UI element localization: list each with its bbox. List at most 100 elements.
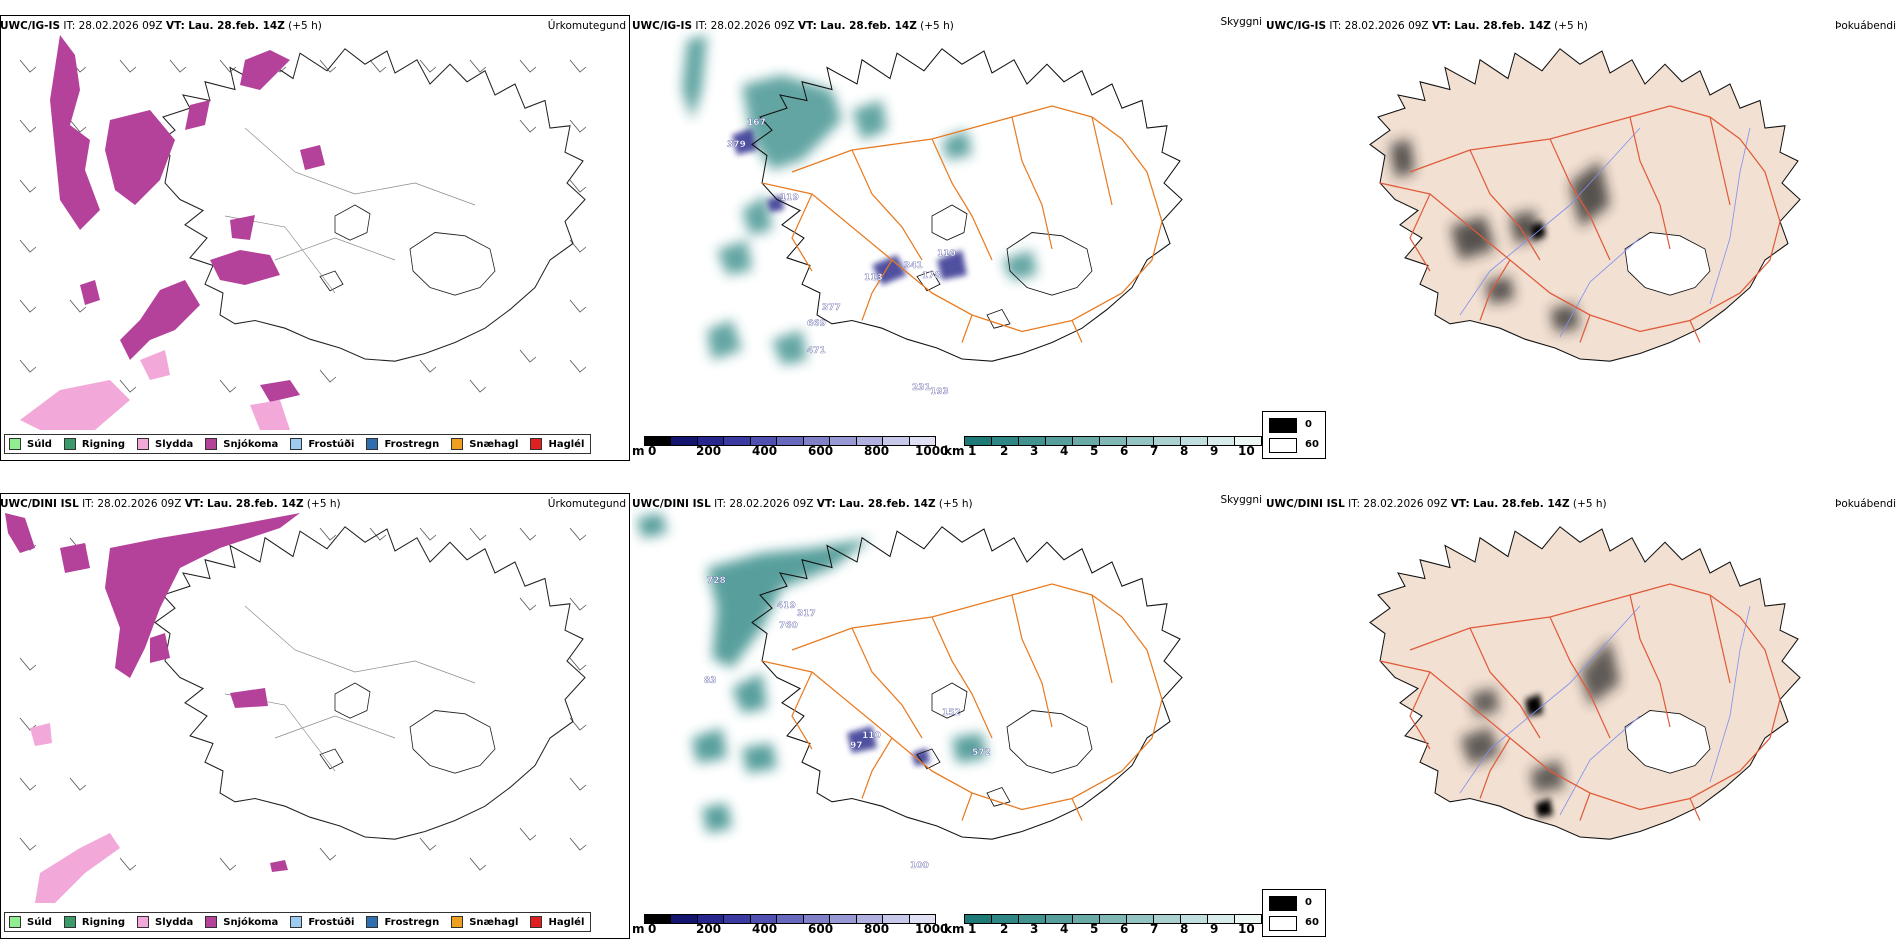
lead-time: (+5 h) xyxy=(1554,20,1588,32)
low-visibility-areas xyxy=(637,513,987,833)
precip-type-legend: Súld Rigning Slydda Snjókoma Frostúði Fr… xyxy=(4,912,592,932)
model-name: UWC/IG-IS xyxy=(1266,20,1327,32)
legend-item-frostudi: Frostúði xyxy=(290,438,354,450)
low-visibility-areas xyxy=(682,35,1037,365)
legend-item-slydda: Slydda xyxy=(137,438,193,450)
wind-barbs xyxy=(19,527,587,871)
visibility-tick: 5 xyxy=(1090,922,1099,936)
cloud-label: 728 xyxy=(707,576,726,586)
visibility-tick: 3 xyxy=(1030,922,1039,936)
cloud-label: 178 xyxy=(922,271,941,281)
fog-indicator-panel: UWC/IG-IS IT: 28.02.2026 09Z VT: Lau. 28… xyxy=(1262,0,1900,470)
visibility-tick: 5 xyxy=(1090,444,1099,458)
lead-time: (+5 h) xyxy=(920,20,954,32)
it-value: 28.02.2026 09Z xyxy=(78,20,163,32)
frostudi-swatch xyxy=(290,916,303,928)
legend-label: Slydda xyxy=(155,916,194,928)
visibility-tick: 6 xyxy=(1120,922,1129,936)
visibility-tick: 2 xyxy=(1000,444,1009,458)
snaehagl-swatch xyxy=(451,438,464,450)
it-label: IT: xyxy=(695,20,708,32)
ceiling-unit: m xyxy=(632,444,645,458)
visibility-tick: 4 xyxy=(1060,444,1069,458)
visibility-tick: 7 xyxy=(1150,444,1159,458)
ceiling-tick: 800 xyxy=(864,922,890,936)
cloud-label: 341 xyxy=(904,261,923,271)
snow-areas xyxy=(50,35,325,402)
cloud-label: 377 xyxy=(822,303,841,313)
ceiling-tick: 1000 xyxy=(915,444,949,458)
legend-label: Frostúði xyxy=(308,916,355,928)
cloud-label: 379 xyxy=(727,140,746,150)
panel-title: Skyggni xyxy=(1220,494,1263,506)
visibility-tick: 1 xyxy=(968,922,977,936)
rigning-swatch xyxy=(63,438,76,450)
cloud-label: 152 xyxy=(942,708,961,718)
panel-title: Þokuábendi xyxy=(1835,498,1896,510)
sleet-areas xyxy=(30,723,120,903)
visibility-unit: km xyxy=(944,444,965,458)
cloud-label: 419 xyxy=(777,601,796,611)
ceiling-tick: 0 xyxy=(648,444,657,458)
panel-header: UWC/IG-IS IT: 28.02.2026 09Z VT: Lau. 28… xyxy=(0,20,322,32)
legend-item-rigning: Rigning xyxy=(63,438,125,450)
it-value: 28.02.2026 09Z xyxy=(97,498,182,510)
suld-swatch xyxy=(9,438,21,450)
legend-label: Súld xyxy=(27,438,52,450)
lead-time: (+5 h) xyxy=(1572,498,1607,510)
visibility-tick: 6 xyxy=(1120,444,1129,458)
fog-swatch-60 xyxy=(1269,438,1297,453)
it-value: 28.02.2026 09Z xyxy=(1363,498,1448,510)
panel-header: UWC/DINI ISL IT: 28.02.2026 09Z VT: Lau.… xyxy=(0,498,341,510)
cloud-label: 760 xyxy=(779,621,798,631)
it-value: 28.02.2026 09Z xyxy=(1344,20,1429,32)
it-label: IT: xyxy=(82,498,95,510)
visibility-tick: 3 xyxy=(1030,444,1039,458)
vt-value: Lau. 28.feb. 14Z xyxy=(1454,20,1551,32)
vt-label: VT: xyxy=(1431,20,1451,32)
legend-label: Slydda xyxy=(155,438,194,450)
road-network xyxy=(761,105,1163,343)
fog-indicator-map xyxy=(1369,48,1801,362)
vt-label: VT: xyxy=(165,20,185,32)
ceiling-colorbar xyxy=(644,914,936,924)
visibility-colorbar xyxy=(964,436,1262,446)
panel-title: Úrkomutegund xyxy=(547,498,626,510)
legend-label: Haglél xyxy=(548,916,585,928)
fog-label: 0 xyxy=(1305,897,1312,908)
legend-label: Snjókoma xyxy=(223,438,279,450)
vt-label: VT: xyxy=(184,498,204,510)
it-value: 28.02.2026 09Z xyxy=(710,20,795,32)
it-value: 28.02.2026 09Z xyxy=(729,498,814,510)
fog-legend: 0 60 xyxy=(1262,411,1326,459)
cloud-label: 231 xyxy=(912,383,931,393)
snaehagl-swatch xyxy=(451,916,464,928)
legend-label: Frostregn xyxy=(384,438,440,450)
suld-swatch xyxy=(9,916,21,928)
vt-value: Lau. 28.feb. 14Z xyxy=(1473,498,1570,510)
vt-value: Lau. 28.feb. 14Z xyxy=(188,20,285,32)
fog-indicator-map xyxy=(1369,526,1801,840)
vt-label: VT: xyxy=(797,20,817,32)
visibility-tick: 9 xyxy=(1210,444,1219,458)
cloud-label: 572 xyxy=(972,748,991,758)
precip-type-map xyxy=(5,513,587,903)
cloud-visibility-panel: UWC/IG-IS IT: 28.02.2026 09Z VT: Lau. 28… xyxy=(632,0,1262,470)
snjokoma-swatch xyxy=(205,438,218,450)
model-name: UWC/IG-IS xyxy=(0,20,61,32)
legend-label: Rigning xyxy=(81,916,126,928)
panel-title: Þokuábendi xyxy=(1835,20,1896,32)
frostudi-swatch xyxy=(290,438,303,450)
cloud-label: 113 xyxy=(864,273,883,283)
vt-label: VT: xyxy=(1450,498,1470,510)
it-label: IT: xyxy=(714,498,727,510)
rigning-swatch xyxy=(63,916,76,928)
fog-swatch-0 xyxy=(1269,418,1297,433)
fog-label: 60 xyxy=(1305,917,1319,928)
cloud-label: 471 xyxy=(807,346,826,356)
legend-item-frostregn: Frostregn xyxy=(366,438,439,450)
panel-header: UWC/IG-IS IT: 28.02.2026 09Z VT: Lau. 28… xyxy=(1266,20,1588,32)
fog-legend: 0 60 xyxy=(1262,889,1326,937)
precip-type-map xyxy=(19,35,587,430)
panel-title: Skyggni xyxy=(1220,16,1263,28)
